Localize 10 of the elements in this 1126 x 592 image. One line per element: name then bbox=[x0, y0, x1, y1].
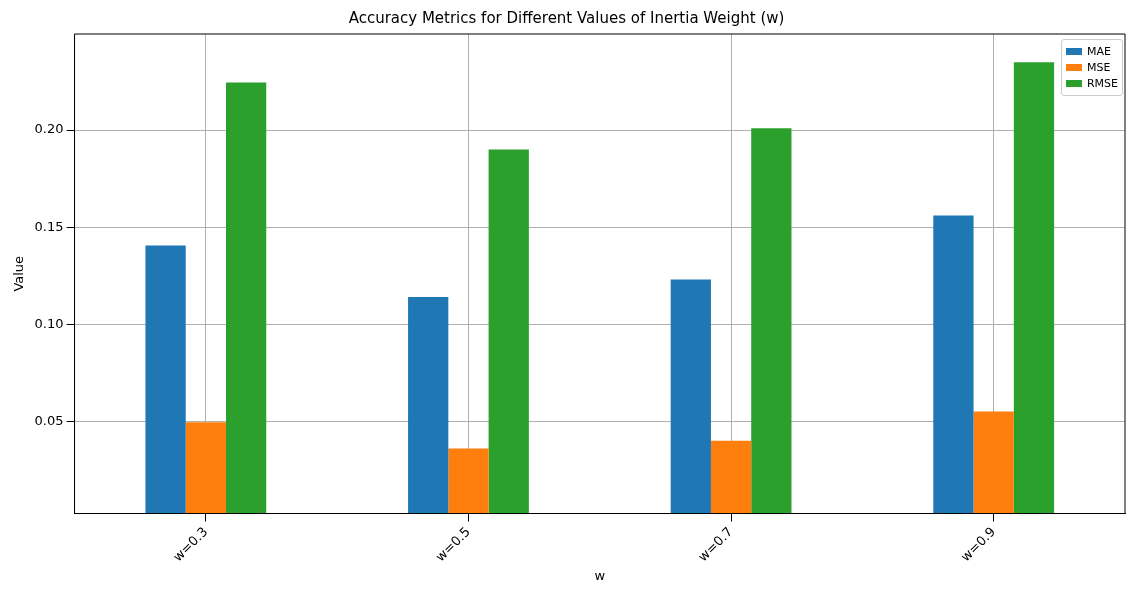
legend-label: RMSE bbox=[1086, 77, 1118, 90]
y-tick-label: 0.05 bbox=[34, 412, 64, 428]
chart-title: Accuracy Metrics for Different Values of Inertia Weight (w) bbox=[348, 8, 785, 27]
legend-label: MSE bbox=[1086, 61, 1111, 74]
y-tick-label: 0.20 bbox=[34, 121, 64, 137]
legend-label: MAE bbox=[1086, 45, 1111, 58]
y-tick-label: 0.15 bbox=[34, 218, 64, 234]
x-axis-title: w bbox=[594, 567, 606, 583]
y-axis-title: Value bbox=[11, 255, 27, 292]
y-tick-label: 0.10 bbox=[34, 315, 64, 331]
